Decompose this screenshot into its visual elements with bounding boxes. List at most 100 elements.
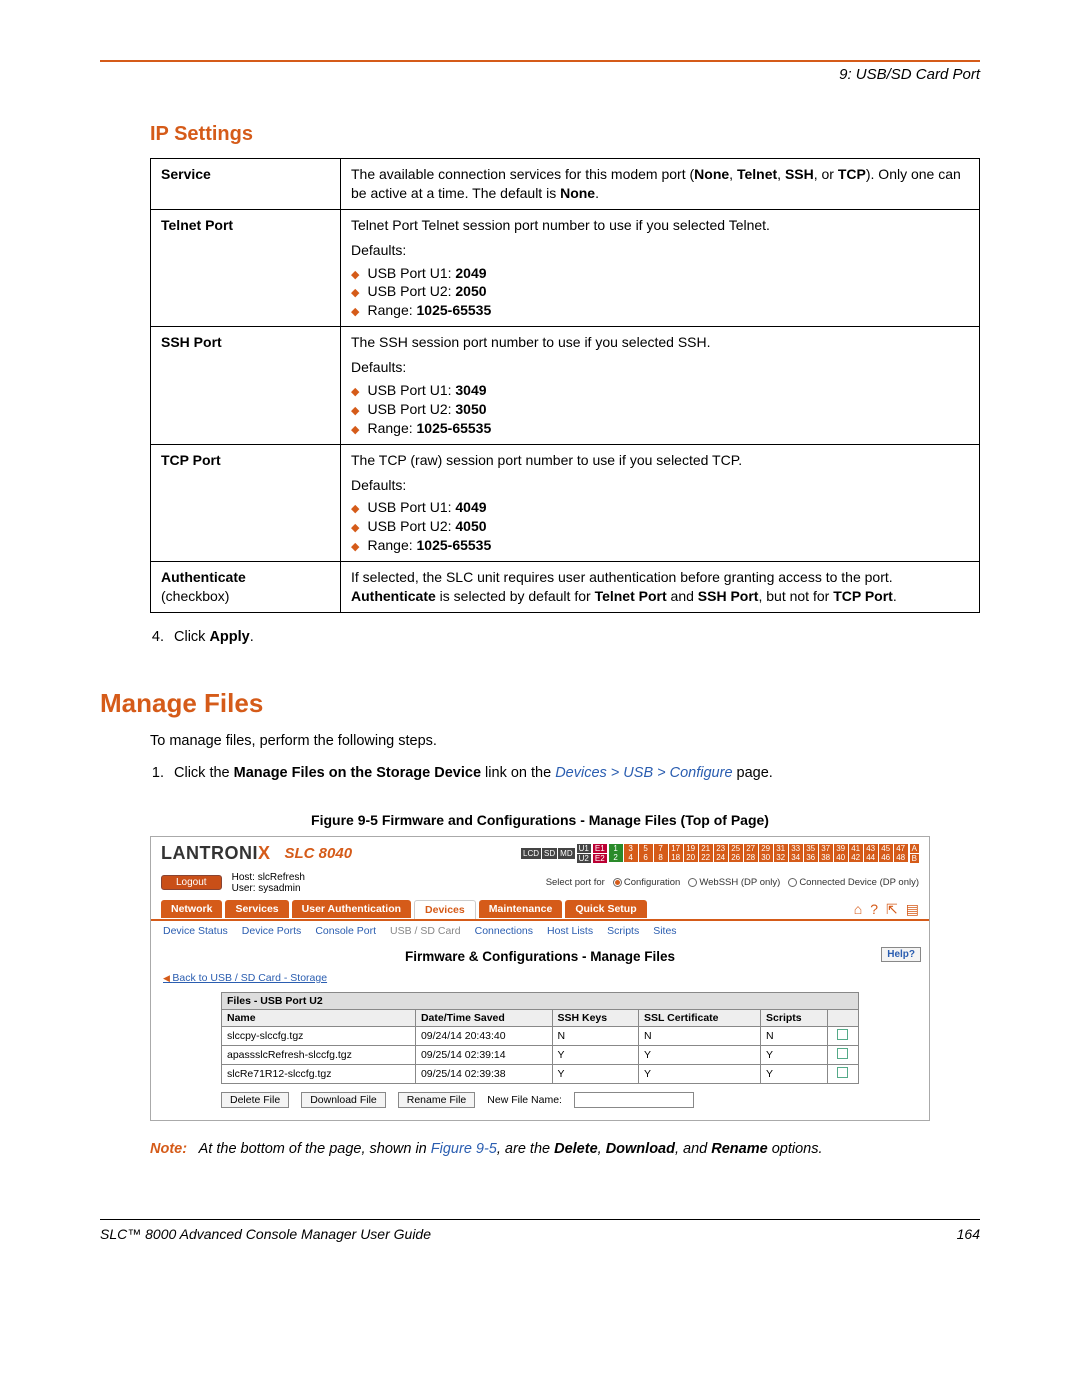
port-indicator[interactable]: 28 [744,853,758,862]
row-auth-label: Authenticate(checkbox) [151,562,341,613]
table-cell: 09/25/14 02:39:14 [415,1045,552,1064]
tcp-defaults-label: Defaults: [351,476,969,495]
port-indicator[interactable]: 39 [834,844,848,853]
tab-devices[interactable]: Devices [414,900,476,919]
tab-quick-setup[interactable]: Quick Setup [565,900,646,918]
logout-button[interactable]: Logout [161,875,222,890]
subtab-connections[interactable]: Connections [475,925,533,937]
port-indicator[interactable]: 30 [759,853,773,862]
row-tcp-label: TCP Port [151,444,341,561]
port-indicator[interactable]: 8 [654,853,668,862]
home-icon[interactable]: ⌂ [854,901,862,918]
row-checkbox[interactable] [837,1029,848,1040]
tab-maintenance[interactable]: Maintenance [479,900,563,918]
port-indicator[interactable]: 33 [789,844,803,853]
port-indicator[interactable]: 32 [774,853,788,862]
table-cell: Y [552,1064,639,1083]
port-indicator[interactable]: 40 [834,853,848,862]
files-table-title: Files - USB Port U2 [222,992,859,1009]
row-auth-desc: If selected, the SLC unit requires user … [341,562,980,613]
figure-caption: Figure 9-5 Firmware and Configurations -… [100,812,980,828]
tab-services[interactable]: Services [225,900,288,918]
port-indicator[interactable]: 17 [669,844,683,853]
subtab-scripts[interactable]: Scripts [607,925,639,937]
port-indicator[interactable]: 7 [654,844,668,853]
subtab-console-port[interactable]: Console Port [315,925,376,937]
table-cell: apassslcRefresh-slccfg.tgz [222,1045,416,1064]
figure-9-5-link[interactable]: Figure 9-5 [431,1141,497,1157]
port-indicator[interactable]: 22 [699,853,713,862]
table-row: slccpy-slccfg.tgz09/24/14 20:43:40NNN [222,1026,859,1045]
row-telnet-desc: Telnet Port Telnet session port number t… [341,209,980,326]
port-indicator[interactable]: 47 [894,844,908,853]
port-indicator[interactable]: 27 [744,844,758,853]
subtab-usb-sd[interactable]: USB / SD Card [390,925,461,937]
row-service-label: Service [151,159,341,210]
subtab-sites[interactable]: Sites [653,925,676,937]
shot-page-title: Firmware & Configurations - Manage Files… [151,941,929,972]
port-indicator[interactable]: 20 [684,853,698,862]
port-indicator[interactable]: 46 [879,853,893,862]
radio-connected-device[interactable]: Connected Device (DP only) [788,877,919,888]
subtab-device-status[interactable]: Device Status [163,925,228,937]
subtab-host-lists[interactable]: Host Lists [547,925,593,937]
help-button[interactable]: Help? [881,947,921,962]
port-indicator[interactable]: 4 [624,853,638,862]
port-indicator[interactable]: 35 [804,844,818,853]
col-sshkeys: SSH Keys [552,1009,639,1026]
port-indicator[interactable]: 18 [669,853,683,862]
tab-network[interactable]: Network [161,900,222,918]
port-indicator[interactable]: 38 [819,853,833,862]
port-indicator[interactable]: 25 [729,844,743,853]
col-name: Name [222,1009,416,1026]
radio-configuration[interactable]: Configuration [613,877,681,888]
port-indicator[interactable]: 42 [849,853,863,862]
table-cell: N [639,1026,761,1045]
port-indicator[interactable]: 3 [624,844,638,853]
download-file-button[interactable]: Download File [301,1092,386,1108]
row-checkbox[interactable] [837,1067,848,1078]
ssh-b1: USB Port U1: 3049 [351,381,969,400]
port-indicator[interactable]: 1 [609,844,623,853]
port-indicator[interactable]: 5 [639,844,653,853]
help-icon[interactable]: ? [870,901,878,918]
port-indicator[interactable]: 44 [864,853,878,862]
port-indicator[interactable]: 23 [714,844,728,853]
port-indicator[interactable]: 37 [819,844,833,853]
ip-settings-heading: IP Settings [150,123,980,146]
port-indicator[interactable]: 29 [759,844,773,853]
port-indicator[interactable]: 24 [714,853,728,862]
port-indicator[interactable]: 43 [864,844,878,853]
delete-file-button[interactable]: Delete File [221,1092,289,1108]
row-tcp-desc: The TCP (raw) session port number to use… [341,444,980,561]
table-row: slcRe71R12-slccfg.tgz09/25/14 02:39:38YY… [222,1064,859,1083]
col-scripts: Scripts [761,1009,828,1026]
port-indicator[interactable]: 48 [894,853,908,862]
table-cell: N [552,1026,639,1045]
screenshot-figure: LANTRONIX SLC 8040 LCDSDMD U1U2 E1E2 135… [150,836,930,1121]
port-indicator[interactable]: 36 [804,853,818,862]
telnet-b1: USB Port U1: 2049 [351,264,969,283]
port-indicator[interactable]: 31 [774,844,788,853]
tab-user-auth[interactable]: User Authentication [292,900,411,918]
radio-webssh[interactable]: WebSSH (DP only) [688,877,780,888]
port-indicator[interactable]: 6 [639,853,653,862]
row-checkbox[interactable] [837,1048,848,1059]
port-indicator[interactable]: 2 [609,853,623,862]
port-indicator[interactable]: 26 [729,853,743,862]
port-indicator[interactable]: 21 [699,844,713,853]
subtab-device-ports[interactable]: Device Ports [242,925,302,937]
port-indicator[interactable]: 19 [684,844,698,853]
new-file-name-input[interactable] [574,1092,694,1108]
devices-usb-configure-link[interactable]: Devices > USB > Configure [555,765,732,781]
port-indicator[interactable]: 45 [879,844,893,853]
back-link[interactable]: Back to USB / SD Card - Storage [151,972,929,992]
chapter-header: 9: USB/SD Card Port [100,66,980,83]
model-label: SLC 8040 [285,845,353,862]
port-indicator[interactable]: 34 [789,853,803,862]
file-actions-row: Delete File Download File Rename File Ne… [221,1092,859,1108]
rename-file-button[interactable]: Rename File [398,1092,476,1108]
expand-icon[interactable]: ⇱ [886,901,898,918]
port-indicator[interactable]: 41 [849,844,863,853]
list-icon[interactable]: ▤ [906,901,919,918]
